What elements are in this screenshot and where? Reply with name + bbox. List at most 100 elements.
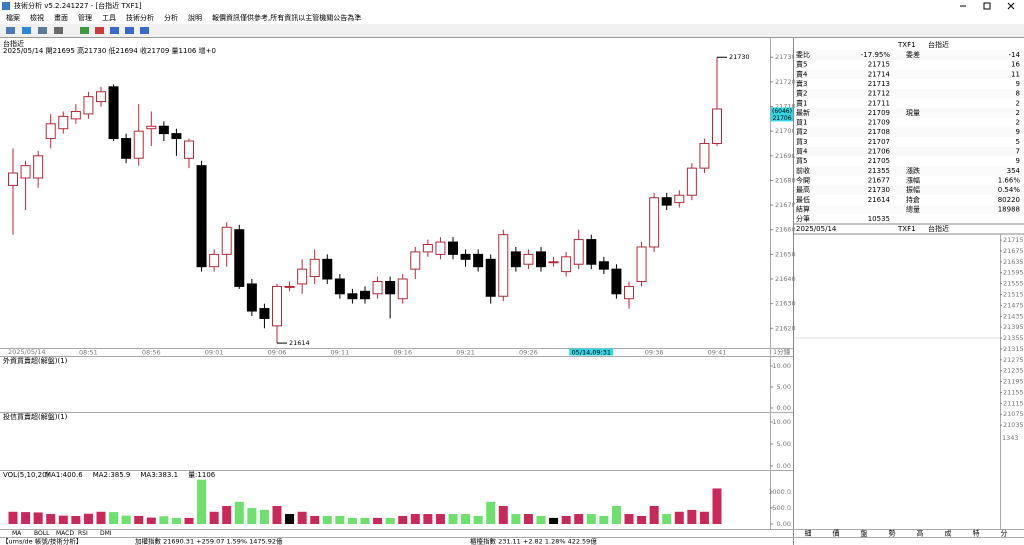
candle-body bbox=[297, 268, 308, 285]
menu-item[interactable]: 工具 bbox=[102, 14, 116, 22]
menu-item[interactable]: 檔案 bbox=[6, 13, 20, 22]
volume-bar bbox=[209, 511, 219, 524]
quote-row-bg bbox=[794, 127, 1024, 138]
candle-body bbox=[360, 290, 370, 300]
quote-code: TXF1 bbox=[897, 225, 916, 233]
app-icon bbox=[2, 2, 10, 10]
quote-label: 總量 bbox=[906, 204, 920, 213]
indicator-tab[interactable]: RSI bbox=[78, 530, 88, 537]
volume-bar bbox=[624, 514, 634, 524]
volume-bar bbox=[335, 515, 345, 524]
quote-value: 80220 bbox=[998, 196, 1020, 204]
indicator-tab[interactable]: MA bbox=[12, 530, 22, 537]
toolbar-button[interactable] bbox=[38, 27, 47, 34]
close-button[interactable] bbox=[1007, 2, 1015, 10]
volume-bar bbox=[511, 514, 521, 524]
toolbar-button[interactable] bbox=[80, 27, 89, 34]
volume-bar bbox=[297, 511, 307, 524]
y-tick-label: 21395 bbox=[1003, 323, 1024, 331]
quote-label: 現量 bbox=[906, 109, 920, 117]
quote-row-bg bbox=[794, 108, 1024, 118]
candle-body bbox=[523, 253, 534, 265]
quote-value: 21714 bbox=[868, 70, 891, 78]
y-tick-label: 21640 bbox=[775, 275, 796, 283]
volume-bar bbox=[259, 509, 269, 524]
candle-body bbox=[334, 278, 345, 295]
y-tick-label: 21630 bbox=[775, 300, 796, 308]
toolbar-button[interactable] bbox=[140, 27, 149, 34]
volume-bar bbox=[674, 511, 684, 524]
quote-label: 前收 bbox=[796, 166, 810, 175]
toolbar-button[interactable] bbox=[95, 27, 104, 34]
toolbar-button[interactable] bbox=[125, 27, 134, 34]
cursor-time-box bbox=[569, 348, 614, 356]
candle-body bbox=[20, 165, 31, 179]
quote-label: 振幅 bbox=[906, 185, 920, 194]
x-tick-label: 09:26 bbox=[519, 349, 538, 357]
volume-bar bbox=[536, 515, 546, 524]
quote-value: 21707 bbox=[868, 138, 890, 146]
quote-tab[interactable]: 價 bbox=[833, 529, 840, 538]
toolbar-button[interactable] bbox=[54, 27, 63, 34]
candle-body bbox=[259, 308, 270, 319]
volume-bar bbox=[637, 515, 647, 524]
quote-label: 賣1 bbox=[796, 98, 807, 107]
y-tick-label: 21315 bbox=[1003, 345, 1024, 353]
candle-body bbox=[674, 194, 685, 204]
bar-info: 2025/05/14 開21695 高21730 低21694 收21709 量… bbox=[3, 46, 216, 55]
quote-tab[interactable]: 特 bbox=[973, 529, 980, 538]
indicator-tab[interactable]: BOLL bbox=[34, 530, 50, 537]
status-text: 加權指數 21690.31 +259.07 1.59% 1475.92億 bbox=[135, 537, 283, 545]
quote-row-bg bbox=[794, 185, 1024, 195]
menu-item[interactable]: 檢視 bbox=[30, 13, 44, 22]
volume-bar bbox=[347, 517, 357, 524]
menu-item[interactable]: 分析 bbox=[164, 13, 178, 22]
y-tick-label: 21515 bbox=[1003, 290, 1024, 298]
quote-value: 9 bbox=[1016, 128, 1020, 136]
menu-item[interactable]: 報價資訊僅供參考,所有資訊以主管機關公告為準 bbox=[212, 13, 361, 22]
volume-bar bbox=[649, 506, 659, 524]
candle-body bbox=[385, 280, 396, 295]
quote-name: 台指近 bbox=[928, 40, 949, 49]
quote-tab[interactable]: 細 bbox=[805, 529, 812, 538]
maximize-button[interactable] bbox=[983, 2, 991, 10]
volume-bar bbox=[58, 515, 68, 524]
volume-legend: MA2:385.9 bbox=[93, 471, 131, 479]
volume-bar bbox=[373, 517, 383, 524]
quote-label: 買5 bbox=[796, 157, 807, 165]
toolbar-button[interactable] bbox=[110, 27, 119, 34]
menu-item[interactable]: 說明 bbox=[188, 13, 202, 22]
quote-value: 11 bbox=[1011, 70, 1020, 78]
toolbar-button[interactable] bbox=[22, 27, 31, 34]
candle-body bbox=[485, 258, 496, 297]
y-tick-label: 21715 bbox=[1003, 236, 1024, 244]
toolbar-button[interactable] bbox=[6, 27, 15, 34]
menu-item[interactable]: 技術分析 bbox=[126, 13, 154, 22]
volume-bar bbox=[712, 488, 722, 524]
quote-tab[interactable]: 盤 bbox=[861, 529, 868, 538]
y-tick-label: 0.00 bbox=[777, 520, 791, 528]
candle-body bbox=[712, 108, 722, 144]
candle-body bbox=[309, 258, 320, 278]
indicator-tab[interactable]: MACD bbox=[56, 530, 74, 537]
quote-tab[interactable]: 分 bbox=[1001, 529, 1008, 538]
menu-item[interactable]: 畫面 bbox=[54, 13, 68, 22]
volume-bar bbox=[687, 509, 697, 524]
quote-value: 21614 bbox=[868, 196, 891, 204]
volume-bar bbox=[184, 517, 194, 524]
quote-value: 354 bbox=[1007, 167, 1021, 175]
quote-tab[interactable]: 勢 bbox=[889, 529, 896, 538]
x-tick-label: 09:21 bbox=[456, 349, 475, 357]
volume-bar bbox=[473, 515, 483, 524]
quote-row-bg bbox=[794, 204, 1024, 215]
quote-tab[interactable]: 成 bbox=[945, 529, 952, 538]
y-tick-label: 21275 bbox=[1003, 356, 1024, 364]
menu-item[interactable]: 管理 bbox=[78, 13, 92, 22]
indicator-tab[interactable]: DMI bbox=[100, 530, 112, 537]
volume-bar bbox=[586, 514, 596, 524]
quote-label: 買2 bbox=[796, 128, 807, 136]
quote-tab[interactable]: 高 bbox=[917, 529, 924, 538]
y-tick-label: 21155 bbox=[1003, 388, 1024, 396]
